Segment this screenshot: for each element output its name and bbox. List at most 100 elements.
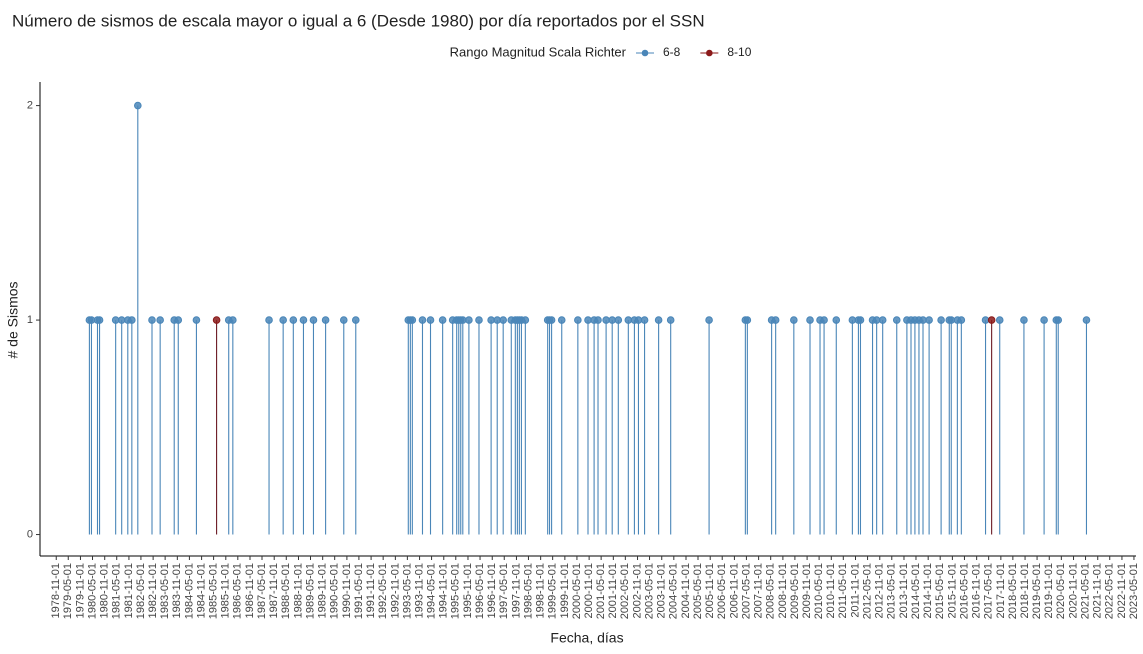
point bbox=[309, 316, 318, 324]
x-tick-label: 2023-05-01 bbox=[1128, 563, 1140, 619]
x-tick-label: 2004-11-01 bbox=[680, 563, 692, 618]
point bbox=[574, 316, 582, 324]
x-tick-label: 2020-05-01 bbox=[1055, 563, 1067, 619]
x-tick-label: 1987-05-01 bbox=[256, 563, 268, 619]
point bbox=[426, 316, 435, 324]
point bbox=[499, 316, 507, 324]
x-tick-label: 2016-05-01 bbox=[958, 563, 970, 619]
x-tick-label: 1992-11-01 bbox=[389, 563, 401, 618]
point bbox=[156, 316, 164, 324]
point bbox=[957, 316, 966, 324]
x-tick-label: 1996-11-01 bbox=[486, 563, 498, 618]
x-tick-label: 1999-11-01 bbox=[559, 563, 571, 618]
x-tick-label: 2020-11-01 bbox=[1067, 563, 1079, 618]
x-tick-label: 2010-11-01 bbox=[825, 563, 837, 618]
point bbox=[557, 316, 566, 324]
x-tick-label: 2021-05-01 bbox=[1079, 563, 1091, 619]
x-tick-label: 1988-11-01 bbox=[292, 563, 304, 618]
x-tick-label: 1991-05-01 bbox=[353, 563, 365, 619]
point bbox=[438, 316, 447, 324]
point bbox=[279, 316, 287, 324]
x-tick-label: 2011-05-01 bbox=[837, 563, 849, 618]
x-tick-label: 1996-05-01 bbox=[474, 563, 486, 619]
x-tick-label: 1998-11-01 bbox=[535, 563, 547, 618]
x-tick-label: 2002-05-01 bbox=[619, 563, 631, 619]
point bbox=[1082, 316, 1091, 324]
point bbox=[128, 316, 136, 324]
point bbox=[212, 316, 221, 324]
x-tick-label: 2008-11-01 bbox=[777, 563, 789, 618]
point bbox=[790, 316, 798, 324]
y-axis-title: # de Sismos bbox=[5, 281, 21, 358]
x-tick-label: 1979-05-01 bbox=[62, 563, 74, 619]
x-tick-label: 1995-11-01 bbox=[462, 563, 474, 618]
point bbox=[192, 316, 201, 324]
point bbox=[892, 316, 901, 324]
x-tick-label: 1993-05-01 bbox=[401, 563, 413, 619]
point bbox=[594, 316, 602, 324]
point bbox=[856, 316, 865, 324]
x-tick-label: 1983-05-01 bbox=[159, 563, 171, 619]
x-tick-label: 1985-05-01 bbox=[208, 563, 220, 619]
point bbox=[806, 316, 814, 324]
x-tick-label: 1980-11-01 bbox=[99, 563, 111, 618]
x-tick-label: 2012-11-01 bbox=[874, 563, 886, 618]
x-tick-label: 2022-11-01 bbox=[1116, 563, 1128, 618]
x-tick-label: 2013-11-01 bbox=[898, 563, 910, 618]
x-tick-label: 1990-05-01 bbox=[329, 563, 341, 619]
point bbox=[937, 316, 945, 324]
legend-marker bbox=[641, 49, 649, 57]
point bbox=[705, 316, 713, 324]
point bbox=[321, 316, 330, 324]
x-tick-label: 1981-05-01 bbox=[111, 563, 123, 619]
point bbox=[640, 316, 649, 324]
y-tick-label: 1 bbox=[27, 314, 33, 326]
x-tick-label: 2001-05-01 bbox=[595, 563, 607, 619]
x-tick-label: 2005-05-01 bbox=[692, 563, 704, 619]
x-tick-label: 1985-11-01 bbox=[220, 563, 232, 618]
point bbox=[465, 316, 473, 324]
x-tick-label: 2001-11-01 bbox=[607, 563, 619, 618]
point bbox=[95, 316, 104, 324]
x-tick-label: 1986-11-01 bbox=[244, 563, 256, 618]
x-tick-label: 2015-05-01 bbox=[934, 563, 946, 619]
point bbox=[521, 316, 530, 324]
point bbox=[418, 316, 427, 324]
x-tick-label: 2003-05-01 bbox=[643, 563, 655, 619]
x-axis-title: Fecha, días bbox=[550, 630, 623, 646]
x-tick-label: 2014-11-01 bbox=[922, 563, 934, 618]
x-tick-label: 1984-11-01 bbox=[196, 563, 208, 618]
x-tick-label: 1994-11-01 bbox=[438, 563, 450, 618]
point bbox=[820, 316, 828, 324]
x-tick-label: 1989-05-01 bbox=[304, 563, 316, 619]
point bbox=[339, 316, 348, 324]
x-tick-label: 2014-05-01 bbox=[910, 563, 922, 619]
point bbox=[265, 316, 273, 324]
x-tick-label: 1984-05-01 bbox=[183, 563, 195, 619]
x-tick-label: 2022-05-01 bbox=[1104, 563, 1116, 619]
x-tick-label: 2007-05-01 bbox=[740, 563, 752, 619]
x-tick-label: 2016-11-01 bbox=[971, 563, 983, 618]
x-tick-label: 2018-05-01 bbox=[1007, 563, 1019, 619]
point bbox=[1040, 316, 1048, 324]
y-tick-label: 2 bbox=[27, 99, 33, 111]
legend-title: Rango Magnitud Scala Richter bbox=[450, 44, 627, 59]
x-tick-label: 2019-11-01 bbox=[1043, 563, 1055, 618]
x-tick-label: 2012-05-01 bbox=[861, 563, 873, 619]
x-tick-label: 1994-05-01 bbox=[425, 563, 437, 619]
point bbox=[666, 316, 675, 324]
x-tick-label: 1990-11-01 bbox=[341, 563, 353, 618]
x-tick-label: 2006-05-01 bbox=[716, 563, 728, 619]
x-tick-label: 1997-05-01 bbox=[498, 563, 510, 619]
point bbox=[229, 316, 237, 324]
x-tick-label: 2000-05-01 bbox=[571, 563, 583, 619]
x-tick-label: 1982-05-01 bbox=[135, 563, 147, 619]
point bbox=[832, 316, 841, 324]
x-tick-label: 1979-11-01 bbox=[74, 563, 86, 618]
x-tick-label: 1995-05-01 bbox=[450, 563, 462, 619]
y-tick-label: 0 bbox=[27, 528, 33, 540]
x-tick-label: 1999-05-01 bbox=[547, 563, 559, 619]
point bbox=[743, 316, 752, 324]
x-tick-label: 2019-05-01 bbox=[1031, 563, 1043, 619]
